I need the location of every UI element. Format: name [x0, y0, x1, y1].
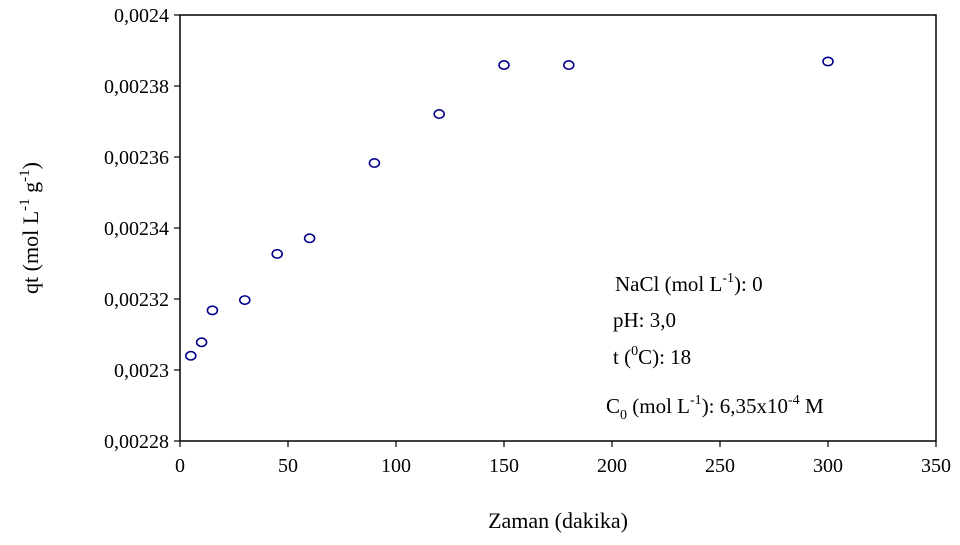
- data-point: [433, 109, 446, 120]
- data-point: [368, 158, 381, 169]
- data-point: [303, 233, 316, 244]
- data-series: [185, 56, 834, 361]
- x-tick-label: 250: [705, 455, 735, 477]
- y-axis-label: qt (mol L-1 g-1): [17, 162, 43, 294]
- data-point: [185, 350, 197, 361]
- data-point: [195, 337, 208, 348]
- y-tick-label: 0,00234: [104, 218, 169, 240]
- annotation-ph: pH: 3,0: [613, 308, 676, 332]
- y-tick-label: 0,00228: [104, 431, 169, 453]
- data-point: [271, 248, 284, 259]
- data-point: [822, 56, 834, 67]
- x-tick-label: 350: [921, 455, 951, 477]
- x-tick-label: 0: [175, 455, 185, 477]
- y-axis: 0,00228 0,0023 0,00232 0,00234 0,00236 0,0023…: [104, 5, 180, 453]
- annotation-c0: C0 (mol L-1): 6,35x10-4 M: [606, 393, 824, 423]
- y-tick-label: 0,00238: [104, 76, 169, 98]
- plot-area: [179, 14, 937, 442]
- y-tick-label: 0,00232: [104, 289, 169, 311]
- x-tick-label: 300: [813, 455, 843, 477]
- y-tick-label: 0,0024: [114, 5, 169, 27]
- data-point: [498, 60, 510, 71]
- x-tick-label: 50: [278, 455, 298, 477]
- x-axis-label: Zaman (dakika): [488, 508, 628, 533]
- data-point: [562, 60, 575, 71]
- y-tick-label: 0,00236: [104, 147, 169, 169]
- x-tick-label: 100: [381, 455, 411, 477]
- annotation-nacl: NaCl (mol L-1): 0: [615, 271, 763, 296]
- x-tick-label: 150: [489, 455, 519, 477]
- data-point: [206, 305, 219, 316]
- y-tick-label: 0,0023: [114, 360, 169, 382]
- annotation-temperature: t (0C): 18: [613, 344, 691, 369]
- x-tick-label: 200: [597, 455, 627, 477]
- x-axis: 0 50 100 150 200 250 300 350: [175, 441, 951, 477]
- data-point: [239, 295, 251, 306]
